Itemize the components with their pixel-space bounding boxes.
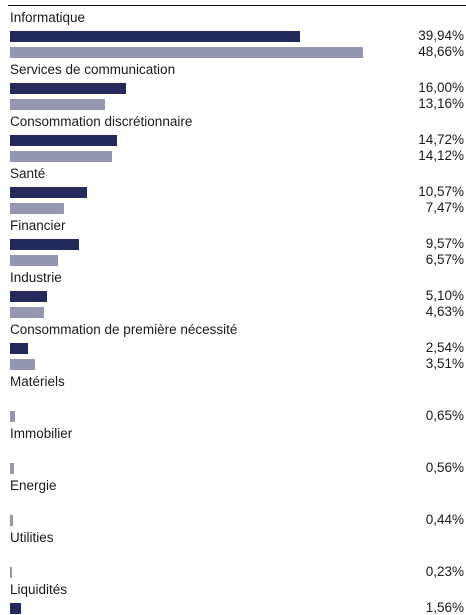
data-label-series-2: 0,44%	[425, 512, 464, 527]
data-label-series-1: 10,57%	[418, 184, 464, 199]
category-label: Immobilier	[10, 426, 73, 441]
data-label-series-1: 9,57%	[425, 236, 464, 251]
data-label-series-2: 0,56%	[425, 460, 464, 475]
bar-series-2	[10, 255, 58, 266]
category-label: Liquidités	[10, 582, 68, 597]
bar-series-2	[10, 411, 15, 422]
data-label-series-1: 39,94%	[418, 28, 464, 43]
bar-series-2	[10, 99, 106, 110]
data-label-series-2: 4,63%	[425, 304, 464, 319]
data-label-series-2: 48,66%	[418, 44, 464, 59]
category-label: Consommation de première nécessité	[10, 322, 238, 337]
bar-series-1	[10, 83, 127, 94]
data-label-series-2: 7,47%	[425, 200, 464, 215]
bar-series-2	[10, 567, 12, 578]
data-label-series-2: 0,23%	[425, 564, 464, 579]
data-label-series-1: 1,56%	[425, 600, 464, 615]
bar-series-2	[10, 359, 36, 370]
data-label-series-2: 6,57%	[425, 252, 464, 267]
data-label-series-2: 13,16%	[418, 96, 464, 111]
bar-series-1	[10, 343, 29, 354]
category-label: Industrie	[10, 270, 62, 285]
data-label-series-2: 3,51%	[425, 356, 464, 371]
category-label: Informatique	[10, 10, 86, 25]
bar-series-1	[10, 187, 87, 198]
bar-series-2	[10, 463, 15, 474]
data-label-series-1: 2,54%	[425, 340, 464, 355]
top-rule	[8, 5, 466, 6]
bar-series-2	[10, 151, 113, 162]
bar-series-2	[10, 203, 65, 214]
bar-series-2	[10, 47, 363, 58]
data-label-series-1: 5,10%	[425, 288, 464, 303]
bar-series-1	[10, 135, 117, 146]
data-label-series-1: 14,72%	[418, 132, 464, 147]
data-label-series-2: 14,12%	[418, 148, 464, 163]
category-label: Energie	[10, 478, 57, 493]
data-label-series-1: 16,00%	[418, 80, 464, 95]
category-label: Matériels	[10, 374, 65, 389]
bar-series-1	[10, 603, 22, 614]
category-label: Santé	[10, 166, 46, 181]
category-label: Utilities	[10, 530, 54, 545]
category-label: Consommation discrétionnaire	[10, 114, 193, 129]
bar-series-1	[10, 291, 47, 302]
bar-series-1	[10, 239, 80, 250]
category-label: Financier	[10, 218, 66, 233]
bar-series-2	[10, 515, 14, 526]
bar-series-1	[10, 31, 300, 42]
data-label-series-2: 0,65%	[425, 408, 464, 423]
category-label: Services de communication	[10, 62, 176, 77]
bar-series-2	[10, 307, 44, 318]
